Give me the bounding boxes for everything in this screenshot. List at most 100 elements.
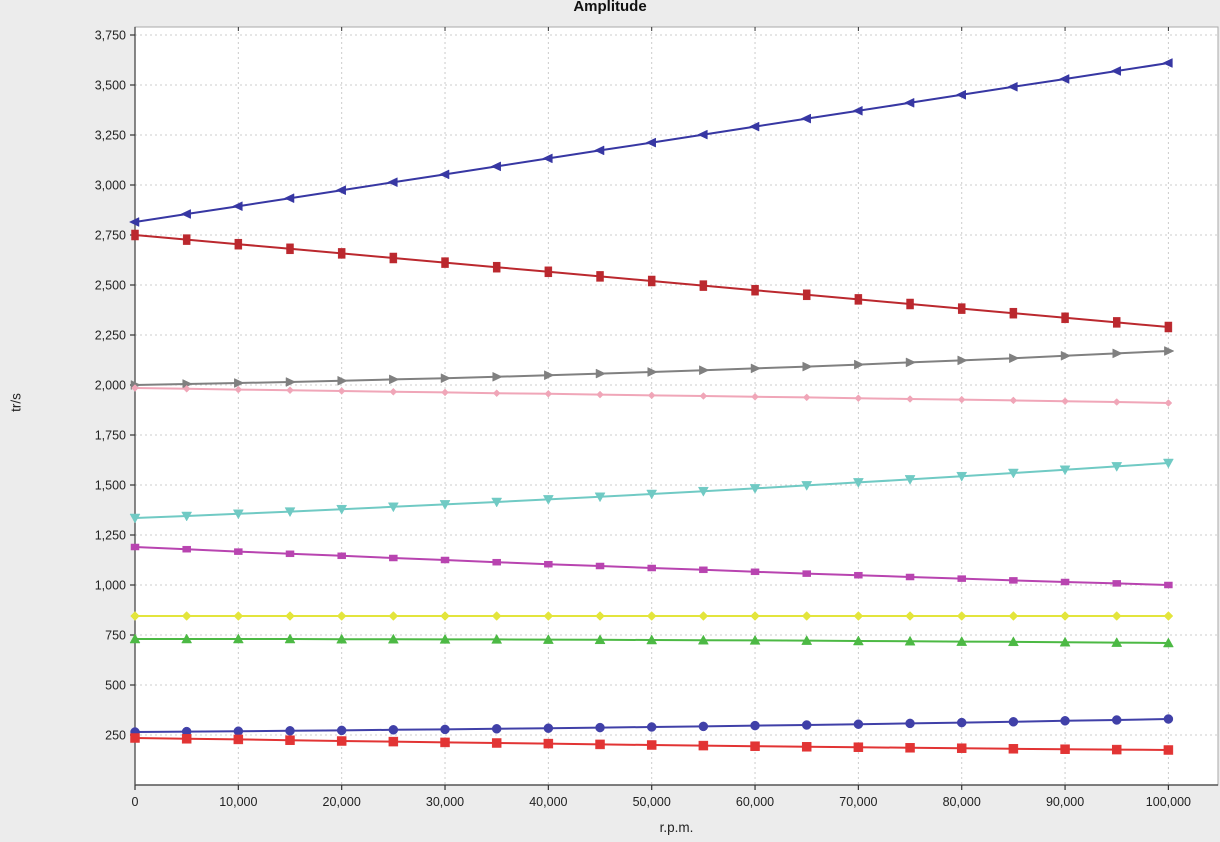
series-magenta-square-marker <box>1164 581 1173 589</box>
series-darkred-square-marker <box>337 248 346 259</box>
series-navy-left-triangle-marker <box>542 153 553 164</box>
series-gray-right-triangle-marker <box>647 367 658 377</box>
series-green-up-triangle-marker <box>1111 637 1123 647</box>
series-pink-diamond-marker <box>441 388 449 397</box>
series-blue-circle-marker <box>1008 717 1019 727</box>
series-yellow-diamond-marker <box>750 611 760 621</box>
series-navy-left-triangle-marker <box>800 113 811 124</box>
series-cyan-down-triangle-marker <box>232 509 244 520</box>
y-tick-label: 1,750 <box>95 428 126 442</box>
series-pink-diamond-marker <box>234 385 243 394</box>
series-pink-diamond-marker <box>854 394 863 403</box>
chart-title: Amplitude <box>573 0 647 15</box>
series-yellow-diamond-marker <box>130 611 140 621</box>
series-magenta-square-marker <box>182 545 191 553</box>
series-red-square-marker <box>1008 744 1019 754</box>
y-tick-label: 250 <box>105 728 126 742</box>
y-tick-label: 1,250 <box>95 528 126 542</box>
y-tick-label: 2,500 <box>95 278 126 292</box>
series-red-square-marker <box>853 742 864 752</box>
series-green-up-triangle-marker <box>904 635 916 646</box>
series-blue-circle-marker <box>853 719 864 729</box>
series-cyan-down-triangle-marker <box>852 478 864 488</box>
series-red-square-marker <box>750 741 760 751</box>
series-yellow-diamond-marker <box>336 611 347 621</box>
series-yellow-diamond-marker <box>181 611 192 621</box>
series-magenta-square-marker <box>389 554 398 562</box>
series-cyan-down-triangle-marker <box>387 502 399 513</box>
series-green-up-triangle-marker <box>284 633 296 644</box>
series-navy-left-triangle-marker <box>748 121 760 132</box>
series-darkred-square-marker <box>1112 317 1121 328</box>
series-navy-left-triangle-marker <box>283 193 295 204</box>
series-darkred-square-marker <box>1164 321 1173 333</box>
series-cyan-down-triangle-marker <box>697 486 709 497</box>
series-navy-left-triangle-marker <box>1162 58 1173 68</box>
series-navy-left-triangle-marker <box>490 161 501 172</box>
series-gray-right-triangle-marker <box>905 357 917 368</box>
series-navy-left-triangle-marker <box>645 137 656 148</box>
series-red-square-marker <box>336 736 347 746</box>
series-yellow-diamond-marker <box>233 611 244 621</box>
series-gray-right-triangle-marker <box>285 377 297 387</box>
series-gray-right-triangle-marker <box>492 371 503 382</box>
series-magenta-square-marker <box>234 548 243 555</box>
series-pink-diamond-marker <box>647 391 656 400</box>
series-darkred-square-marker <box>751 284 759 296</box>
series-pink-diamond-marker <box>1112 398 1121 406</box>
y-tick-label: 2,750 <box>95 228 126 242</box>
series-cyan-down-triangle-marker <box>904 475 916 485</box>
series-darkred-square-marker <box>182 234 191 245</box>
series-gray-right-triangle-marker <box>440 373 452 384</box>
series-gray-right-triangle-marker <box>802 361 813 372</box>
plot-area <box>135 27 1218 785</box>
series-blue-circle-marker <box>750 720 760 731</box>
series-red-square-marker <box>491 738 502 748</box>
series-red-square-marker <box>1163 745 1174 755</box>
series-darkred-square-marker <box>906 298 914 310</box>
series-navy-left-triangle-marker <box>697 129 708 140</box>
series-magenta-square-marker <box>957 575 966 582</box>
series-magenta-square-marker <box>1112 580 1121 587</box>
series-red-square-marker <box>956 743 967 753</box>
series-yellow-diamond-marker <box>905 611 915 621</box>
series-red-square-marker <box>285 735 295 745</box>
series-blue-circle-marker <box>233 726 244 736</box>
y-tick-label: 3,750 <box>95 28 126 42</box>
series-red-square-marker <box>543 738 554 749</box>
series-yellow-diamond-marker <box>595 611 605 621</box>
series-yellow-diamond-marker <box>1008 611 1019 621</box>
series-pink-diamond-marker <box>492 389 501 398</box>
series-navy-left-triangle-marker <box>387 177 398 188</box>
series-pink-diamond-marker <box>906 395 914 403</box>
x-tick-label: 70,000 <box>839 795 877 809</box>
series-cyan-down-triangle-marker <box>594 492 606 503</box>
series-darkred-square-marker <box>957 303 966 314</box>
series-pink-diamond-marker <box>751 392 759 401</box>
series-cyan-down-triangle-marker <box>749 484 761 494</box>
x-tick-label: 40,000 <box>529 795 567 809</box>
series-magenta-square-marker <box>699 566 708 574</box>
series-gray-right-triangle-marker <box>750 363 762 374</box>
series-magenta-square-marker <box>595 562 605 570</box>
series-pink-diamond-marker <box>337 387 346 395</box>
series-magenta-square-marker <box>802 570 811 577</box>
x-tick-label: 80,000 <box>943 795 981 809</box>
series-blue-circle-marker <box>285 726 295 736</box>
series-gray-right-triangle-marker <box>389 374 400 385</box>
series-green-up-triangle-marker <box>852 635 864 646</box>
series-yellow-diamond-marker <box>1111 611 1122 621</box>
series-darkred-square-marker <box>492 261 501 273</box>
series-yellow-diamond-marker <box>1163 611 1174 621</box>
series-magenta-square-marker <box>440 556 450 564</box>
y-axis-title: tr/s <box>8 393 24 412</box>
series-blue-circle-marker <box>388 725 399 735</box>
series-blue-circle-marker <box>956 717 967 728</box>
series-gray-right-triangle-marker <box>1112 348 1123 359</box>
series-green-up-triangle-marker <box>181 633 193 644</box>
series-magenta-square-marker <box>285 550 295 558</box>
series-cyan-down-triangle-marker <box>1007 468 1019 479</box>
series-blue-circle-marker <box>440 724 450 735</box>
x-tick-label: 50,000 <box>633 795 671 809</box>
series-magenta-square-marker <box>647 564 656 572</box>
